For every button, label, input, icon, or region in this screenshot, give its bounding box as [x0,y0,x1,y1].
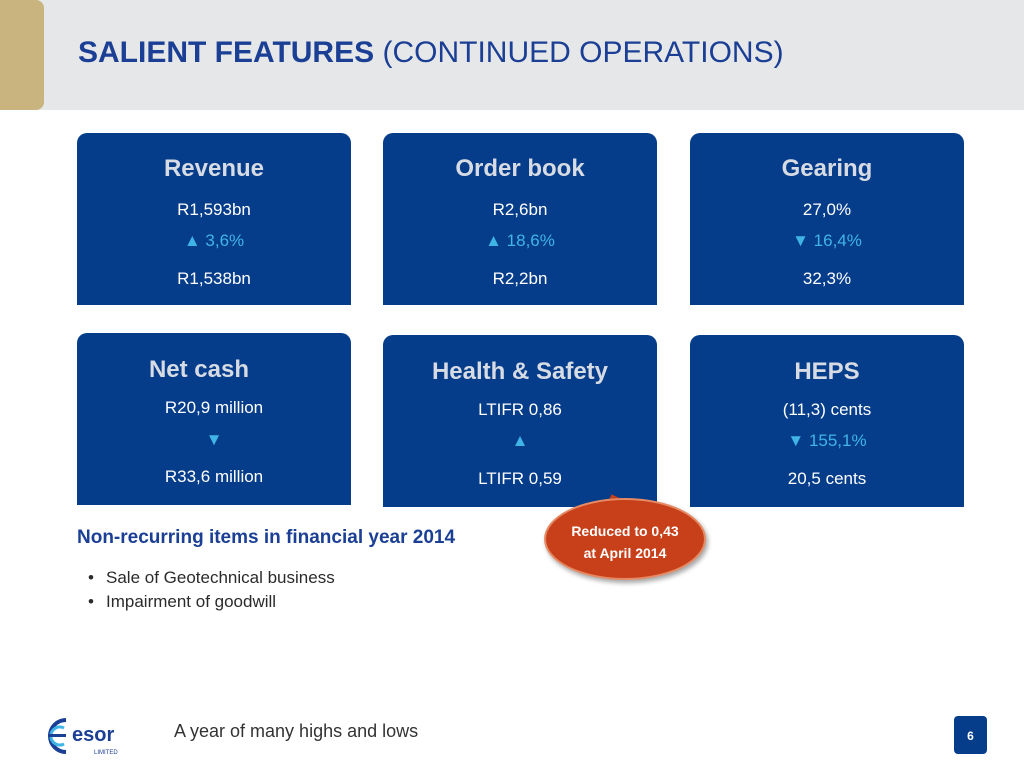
list-item-text: Impairment of goodwill [106,592,277,611]
esor-logo: esor LIMITED [48,718,118,756]
card-previous-value: R33,6 million [164,467,264,486]
card-current-value: R2,6bn [492,200,548,219]
card-net-cash: Net cash R20,9 million ▼ R33,6 million [77,333,351,505]
card-current-value: R20,9 million [164,398,264,417]
card-heading: Order book [455,155,585,182]
card-heps: HEPS (11,3) cents ▼ 155,1% 20,5 cents [690,335,964,507]
card-previous-value: LTIFR 0,59 [478,469,562,488]
card-current-value: LTIFR 0,86 [478,400,562,419]
card-heading: Net cash [148,356,250,383]
card-heading: Revenue [163,155,265,182]
card-previous-value: R2,2bn [492,269,548,288]
slide-title-bold: SALIENT FEATURES [78,36,375,69]
card-previous-value: 32,3% [802,269,852,288]
card-previous-value: R1,538bn [177,269,251,288]
card-gearing: Gearing 27,0% ▼ 16,4% 32,3% [690,133,964,305]
callout-line-1: Reduced to 0,43 [571,523,679,539]
header-band [0,0,1024,110]
list-item: • Sale of Geotechnical business [88,568,335,587]
header-accent-tab [0,0,44,110]
page-number-badge: 6 [954,716,987,754]
non-recurring-title: Non-recurring items in financial year 20… [77,527,456,548]
card-previous-value: 20,5 cents [787,469,867,488]
card-heading: Gearing [781,155,873,182]
card-revenue: Revenue R1,593bn ▲ 3,6% R1,538bn [77,133,351,305]
logo-wordmark: esor [72,724,114,746]
card-current-value: (11,3) cents [782,400,872,419]
callout-ltifr-note: Reduced to 0,43 at April 2014 [544,498,706,580]
card-change: ▲ 3,6% [183,231,245,250]
card-change: ▲ 18,6% [485,231,555,250]
card-change: ▼ 155,1% [787,431,867,450]
card-heading: Health & Safety [431,358,609,385]
footer-tagline: A year of many highs and lows [174,721,419,741]
non-recurring-list: • Sale of Geotechnical business • Impairme… [88,566,335,614]
slide-title: SALIENT FEATURES (CONTINUED OPERATIONS) [78,36,784,70]
callout-line-2: at April 2014 [583,545,667,561]
card-heading: HEPS [794,358,860,385]
logo-subtext: LIMITED [94,750,118,756]
card-current-value: R1,593bn [177,200,251,219]
card-order-book: Order book R2,6bn ▲ 18,6% R2,2bn [383,133,657,305]
card-current-value: 27,0% [802,200,852,219]
card-change: ▼ [205,430,223,449]
card-change: ▲ [511,431,529,450]
slide-title-rest: (CONTINUED OPERATIONS) [382,36,784,69]
card-health-safety: Health & Safety LTIFR 0,86 ▲ LTIFR 0,59 [383,335,657,507]
list-item: • Impairment of goodwill [88,592,277,611]
card-change: ▼ 16,4% [792,231,862,250]
list-item-text: Sale of Geotechnical business [106,568,335,587]
